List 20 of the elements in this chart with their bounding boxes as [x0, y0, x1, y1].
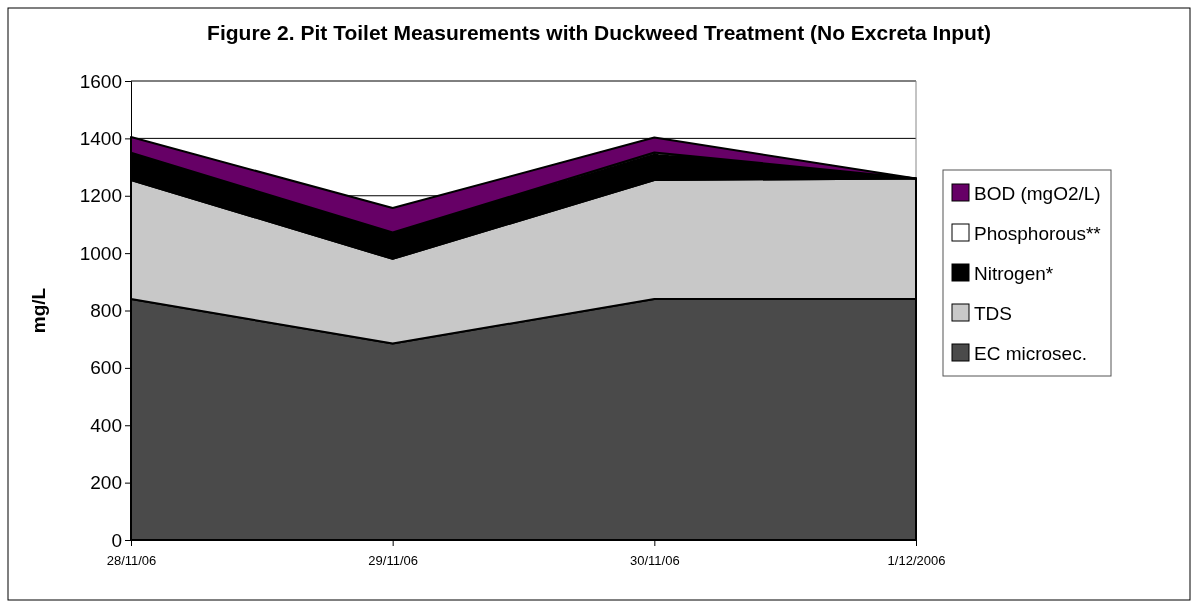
y-tick-label: 400 — [90, 414, 122, 436]
y-tick-label: 600 — [90, 357, 122, 379]
y-tick-label: 1200 — [79, 185, 122, 207]
y-tick-label: 1400 — [79, 127, 122, 149]
y-tick-label: 1600 — [79, 70, 122, 92]
legend-label: Nitrogen* — [974, 263, 1054, 284]
legend-label: EC microsec. — [974, 343, 1087, 364]
legend-label: BOD (mgO2/L) — [974, 183, 1101, 204]
y-tick-label: 0 — [111, 529, 122, 551]
y-tick-label: 200 — [90, 472, 122, 494]
legend-label: Phosphorous** — [974, 223, 1102, 244]
x-tick-label: 29/11/06 — [368, 552, 418, 568]
x-tick-label: 30/11/06 — [630, 552, 680, 568]
x-tick-label: 1/12/2006 — [887, 552, 946, 568]
x-tick-label: 28/11/06 — [106, 552, 157, 568]
legend-label: TDS — [974, 303, 1012, 324]
chart-title: Figure 2. Pit Toilet Measurements with Duckweed Treatment (No Excreta Input) — [207, 21, 991, 44]
y-tick-label: 1000 — [79, 242, 122, 264]
y-axis-title: mg/L — [28, 287, 49, 334]
y-tick-label: 800 — [90, 300, 122, 322]
